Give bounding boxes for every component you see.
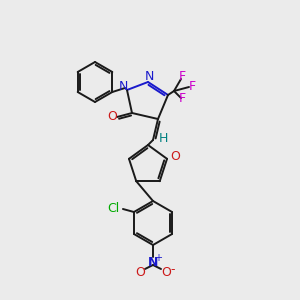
Text: N: N xyxy=(144,70,154,83)
Text: N: N xyxy=(148,256,158,268)
Text: Cl: Cl xyxy=(107,202,119,215)
Text: O: O xyxy=(161,266,171,280)
Text: -: - xyxy=(171,263,175,277)
Text: F: F xyxy=(188,80,196,94)
Text: N: N xyxy=(118,80,128,92)
Text: F: F xyxy=(178,92,186,106)
Text: O: O xyxy=(170,150,180,163)
Text: O: O xyxy=(135,266,145,280)
Text: F: F xyxy=(178,70,186,83)
Text: H: H xyxy=(158,131,168,145)
Text: +: + xyxy=(154,253,162,263)
Text: O: O xyxy=(107,110,117,124)
